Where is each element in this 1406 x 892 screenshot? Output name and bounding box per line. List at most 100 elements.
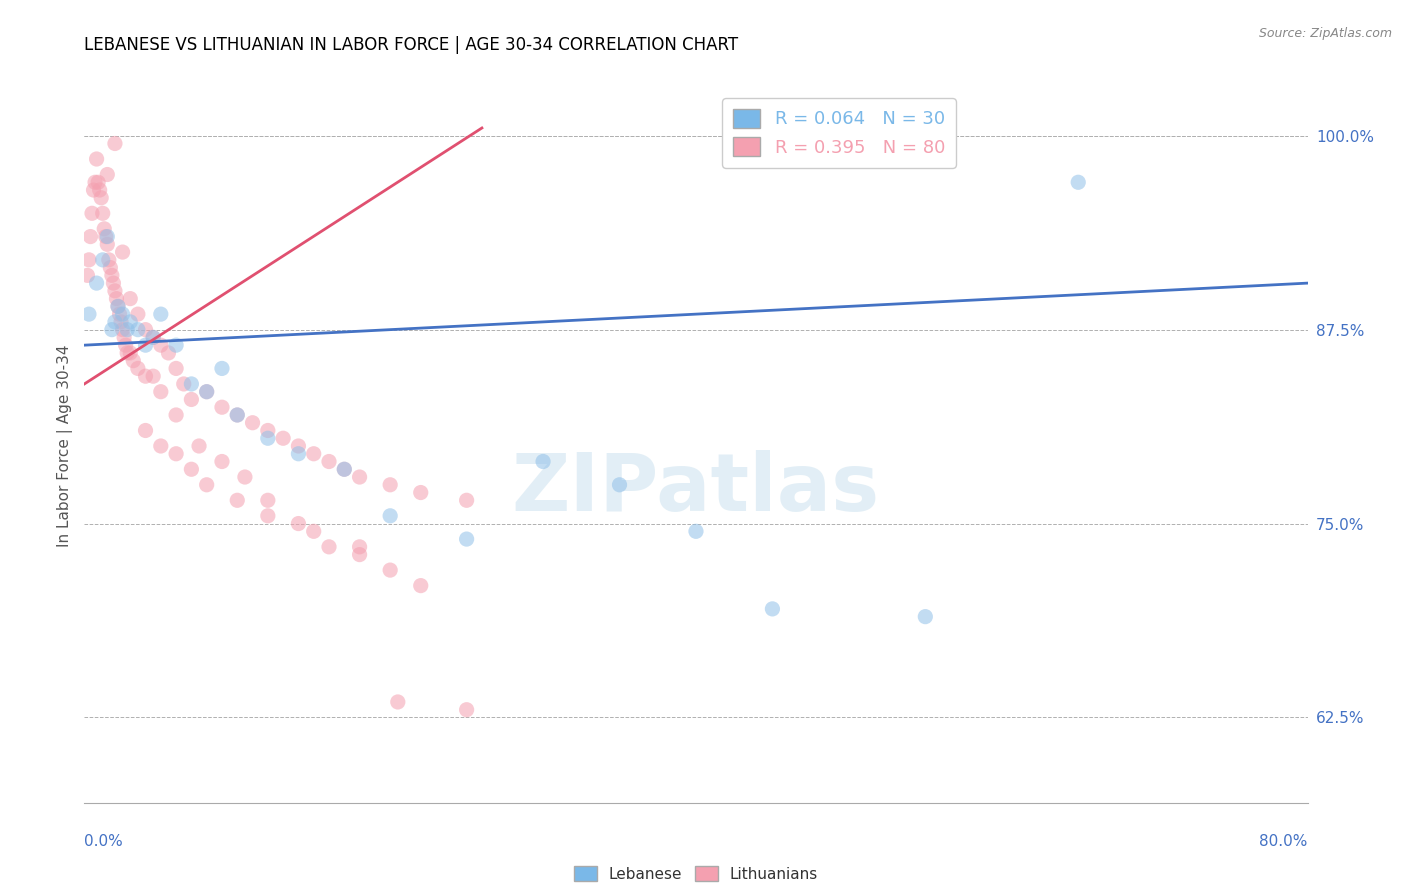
Point — [135, 424, 157, 438]
Point — [531, 454, 554, 468]
Point — [83, 183, 105, 197]
Point — [103, 276, 125, 290]
Point — [195, 384, 218, 399]
Point — [86, 276, 108, 290]
Point — [287, 516, 309, 531]
Point — [333, 462, 356, 476]
Point — [96, 229, 118, 244]
Point — [127, 361, 149, 376]
Point — [387, 695, 409, 709]
Point — [77, 252, 100, 267]
Point — [211, 454, 233, 468]
Point — [93, 222, 115, 236]
Point — [226, 493, 249, 508]
Point — [302, 524, 325, 539]
Point — [257, 493, 280, 508]
Point — [107, 299, 129, 313]
Text: 0.0%: 0.0% — [84, 834, 124, 849]
Point — [165, 447, 187, 461]
Text: ZIPatlas: ZIPatlas — [512, 450, 880, 528]
Point — [122, 353, 145, 368]
Point — [111, 307, 134, 321]
Point — [380, 563, 402, 577]
Point — [180, 392, 202, 407]
Point — [86, 152, 108, 166]
Point — [165, 338, 187, 352]
Point — [76, 268, 98, 283]
Point — [349, 548, 371, 562]
Point — [271, 431, 294, 445]
Point — [211, 361, 233, 376]
Point — [242, 416, 264, 430]
Point — [79, 229, 101, 244]
Point — [195, 384, 218, 399]
Point — [257, 431, 280, 445]
Point — [96, 237, 118, 252]
Point — [257, 424, 280, 438]
Point — [149, 338, 172, 352]
Point — [94, 229, 117, 244]
Point — [105, 292, 128, 306]
Point — [120, 292, 142, 306]
Point — [233, 470, 256, 484]
Point — [107, 299, 129, 313]
Text: Source: ZipAtlas.com: Source: ZipAtlas.com — [1258, 27, 1392, 40]
Point — [135, 323, 157, 337]
Point — [111, 245, 134, 260]
Point — [149, 307, 172, 321]
Point — [456, 493, 478, 508]
Point — [157, 346, 180, 360]
Point — [409, 485, 432, 500]
Point — [120, 315, 142, 329]
Y-axis label: In Labor Force | Age 30-34: In Labor Force | Age 30-34 — [58, 344, 73, 548]
Point — [127, 323, 149, 337]
Legend: Lebanese, Lithuanians: Lebanese, Lithuanians — [568, 860, 824, 888]
Point — [165, 361, 187, 376]
Point — [173, 376, 195, 391]
Point — [111, 323, 134, 337]
Point — [211, 401, 233, 415]
Point — [135, 338, 157, 352]
Point — [90, 191, 112, 205]
Point — [142, 330, 165, 344]
Point — [149, 384, 172, 399]
Point — [609, 477, 631, 491]
Point — [120, 346, 142, 360]
Point — [349, 470, 371, 484]
Point — [257, 508, 280, 523]
Point — [110, 315, 132, 329]
Point — [180, 376, 202, 391]
Point — [456, 703, 478, 717]
Point — [188, 439, 211, 453]
Point — [127, 307, 149, 321]
Point — [97, 252, 120, 267]
Point — [318, 454, 340, 468]
Point — [89, 183, 111, 197]
Point — [685, 524, 707, 539]
Point — [349, 540, 371, 554]
Point — [91, 206, 114, 220]
Point — [114, 338, 136, 352]
Point — [101, 323, 124, 337]
Point — [226, 408, 249, 422]
Point — [409, 579, 432, 593]
Point — [195, 477, 218, 491]
Point — [149, 439, 172, 453]
Point — [104, 284, 127, 298]
Point — [84, 175, 107, 189]
Point — [115, 346, 138, 360]
Point — [1067, 175, 1090, 189]
Point — [96, 168, 118, 182]
Point — [287, 447, 309, 461]
Point — [101, 268, 124, 283]
Point — [91, 252, 114, 267]
Point — [112, 330, 135, 344]
Point — [98, 260, 121, 275]
Point — [104, 315, 127, 329]
Point — [108, 307, 131, 321]
Point — [135, 369, 157, 384]
Point — [165, 408, 187, 422]
Point — [302, 447, 325, 461]
Point — [87, 175, 110, 189]
Point — [180, 462, 202, 476]
